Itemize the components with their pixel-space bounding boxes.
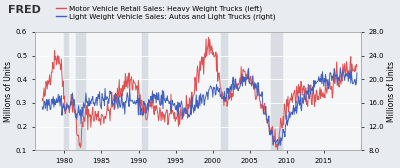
Bar <box>142 32 147 150</box>
Legend: Motor Vehicle Retail Sales: Heavy Weight Trucks (left), Light Weight Vehicle Sal: Motor Vehicle Retail Sales: Heavy Weight… <box>56 5 276 20</box>
Bar <box>64 32 68 150</box>
Text: FRED: FRED <box>8 5 41 15</box>
Bar <box>271 32 282 150</box>
Bar <box>222 32 227 150</box>
Bar <box>76 32 85 150</box>
Y-axis label: Millions of Units: Millions of Units <box>4 60 13 121</box>
Y-axis label: Millions of Units: Millions of Units <box>387 60 396 121</box>
